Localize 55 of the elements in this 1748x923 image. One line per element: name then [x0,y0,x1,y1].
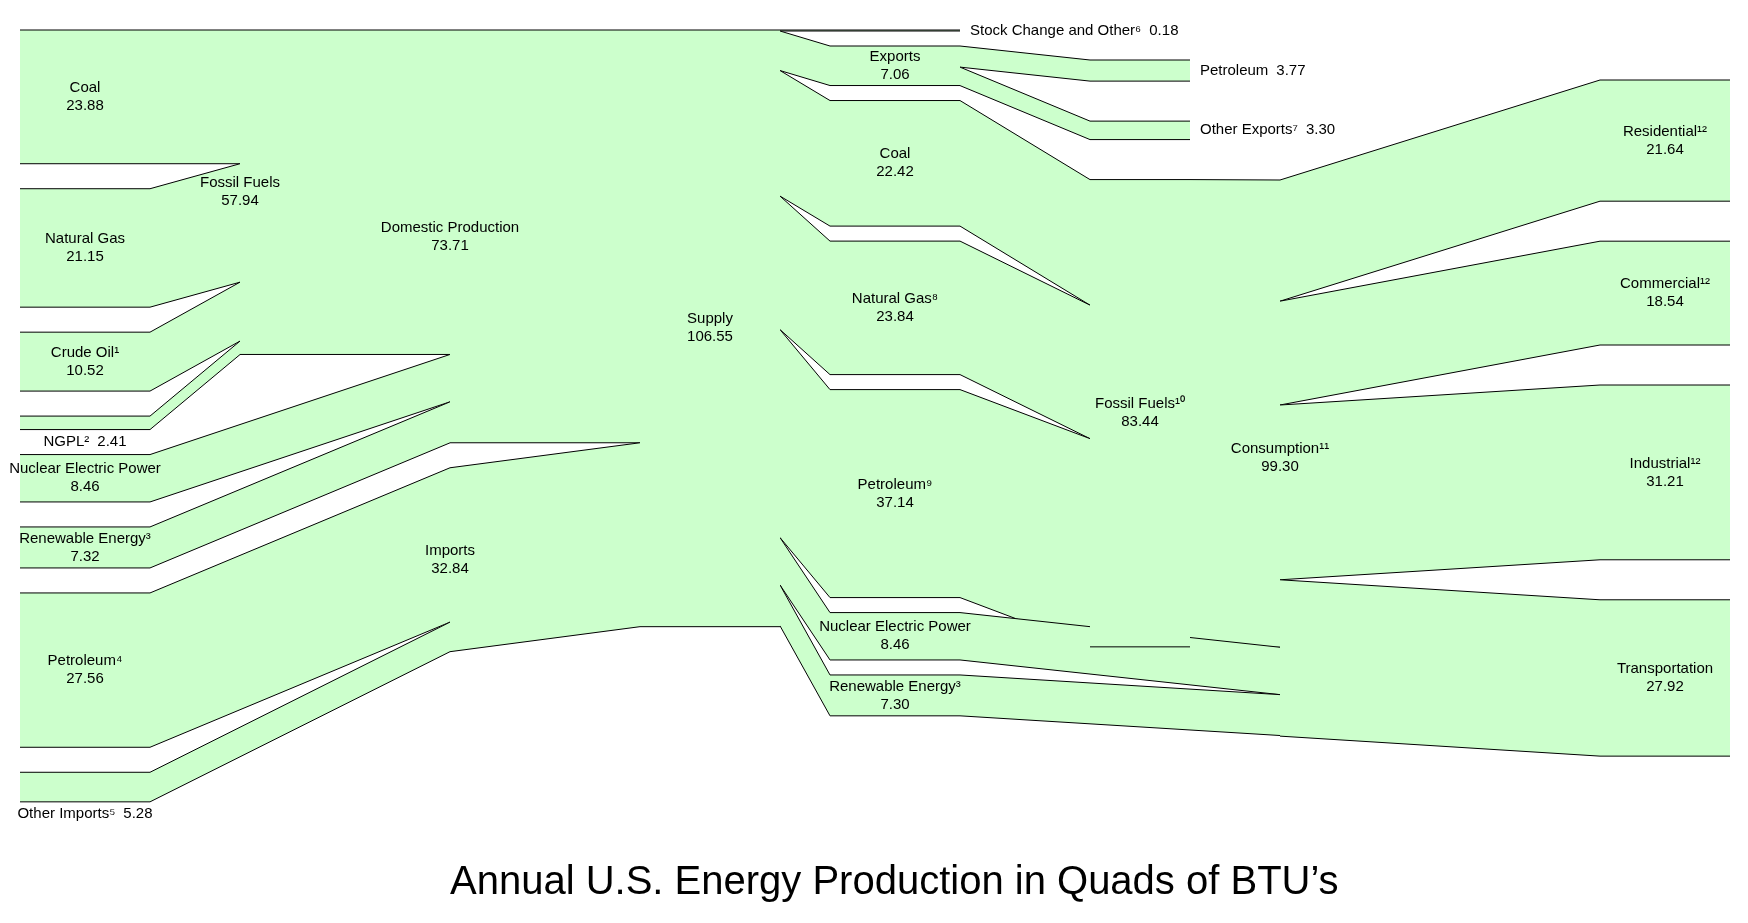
category-label: Residential¹² [1622,121,1708,139]
category-label: Stock Change and Other⁶ [970,20,1142,38]
category-label: Crude Oil¹ [50,342,120,360]
data-label: 5.28 [123,803,153,821]
data-label: 8.46 [70,477,100,495]
category-label: Renewable Energy³ [829,676,961,694]
data-label: 7.32 [70,546,100,564]
data-label: 23.88 [66,96,104,113]
category-label: Imports [424,540,476,558]
category-label: Commercial¹² [1620,274,1710,292]
data-label: 32.84 [431,558,469,576]
data-label: 22.42 [876,162,914,180]
category-label: Petroleum⁹ [857,474,933,492]
data-label: 7.30 [880,694,910,712]
category-label: Coal [879,144,911,162]
category-label: Other Imports⁵ [17,803,116,821]
category-label: Petroleum [1200,60,1269,78]
category-label: Fossil Fuels [199,173,281,191]
data-label: 106.55 [687,327,733,345]
category-label: Nuclear Electric Power [9,459,161,477]
data-label: 31.21 [1646,471,1684,489]
data-label: 21.64 [1646,139,1684,157]
category-label: NGPL² [43,431,90,449]
data-label: 21.15 [66,247,104,265]
category-label: Natural Gas [44,229,126,247]
data-label: 99.30 [1261,457,1299,475]
data-label: 10.52 [66,360,104,378]
data-label: 7.06 [880,64,910,82]
category-label: Fossil Fuels¹⁰ [1094,394,1186,412]
category-label: Natural Gas⁸ [851,288,939,306]
data-label: 2.41 [97,431,127,449]
category-label: Nuclear Electric Power [819,617,971,635]
category-label: Supply [687,309,734,327]
data-label: 0.18 [1149,20,1179,38]
category-label: Other Exports⁷ [1200,120,1298,138]
data-label: 37.14 [876,492,914,510]
data-label: 18.54 [1646,292,1684,310]
category-label: Transportation [1616,659,1714,677]
data-label: 73.71 [431,235,469,253]
data-label: 23.84 [876,306,914,324]
category-label: Industrial¹² [1629,453,1701,471]
data-label: 3.77 [1276,60,1306,78]
data-label: 27.56 [66,669,104,687]
category-label: Domestic Production [380,217,520,235]
category-label: Renewable Energy³ [19,528,151,546]
data-label: 8.46 [880,635,910,653]
category-label: Exports [869,46,921,64]
data-label: 57.94 [221,191,259,209]
category-label: Coal [69,78,101,95]
category-label: Petroleum⁴ [47,651,123,669]
data-label: 3.30 [1305,120,1336,138]
text: Annual U.S. Energy Production in Quads of BTU’s [450,858,1339,903]
data-label: 83.44 [1121,412,1159,430]
data-label: 27.92 [1646,677,1684,695]
category-label: Consumption¹¹ [1230,439,1330,457]
